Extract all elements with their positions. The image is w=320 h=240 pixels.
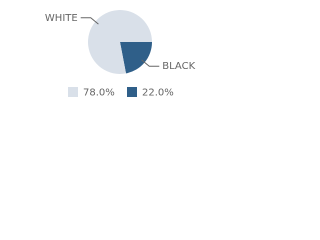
legend-label: 22.0%	[142, 88, 174, 99]
pie-slice	[120, 42, 152, 74]
leader-line	[141, 59, 160, 67]
legend-label: 78.0%	[83, 88, 115, 99]
legend-swatch	[68, 87, 78, 97]
slice-label: BLACK	[162, 61, 195, 72]
leader-line	[80, 17, 99, 25]
legend-swatch	[127, 87, 137, 97]
slice-label: WHITE	[45, 13, 78, 24]
pie-slice	[88, 9, 152, 74]
chart: WHITE BLACK 78.0% 22.0%	[45, 9, 196, 99]
